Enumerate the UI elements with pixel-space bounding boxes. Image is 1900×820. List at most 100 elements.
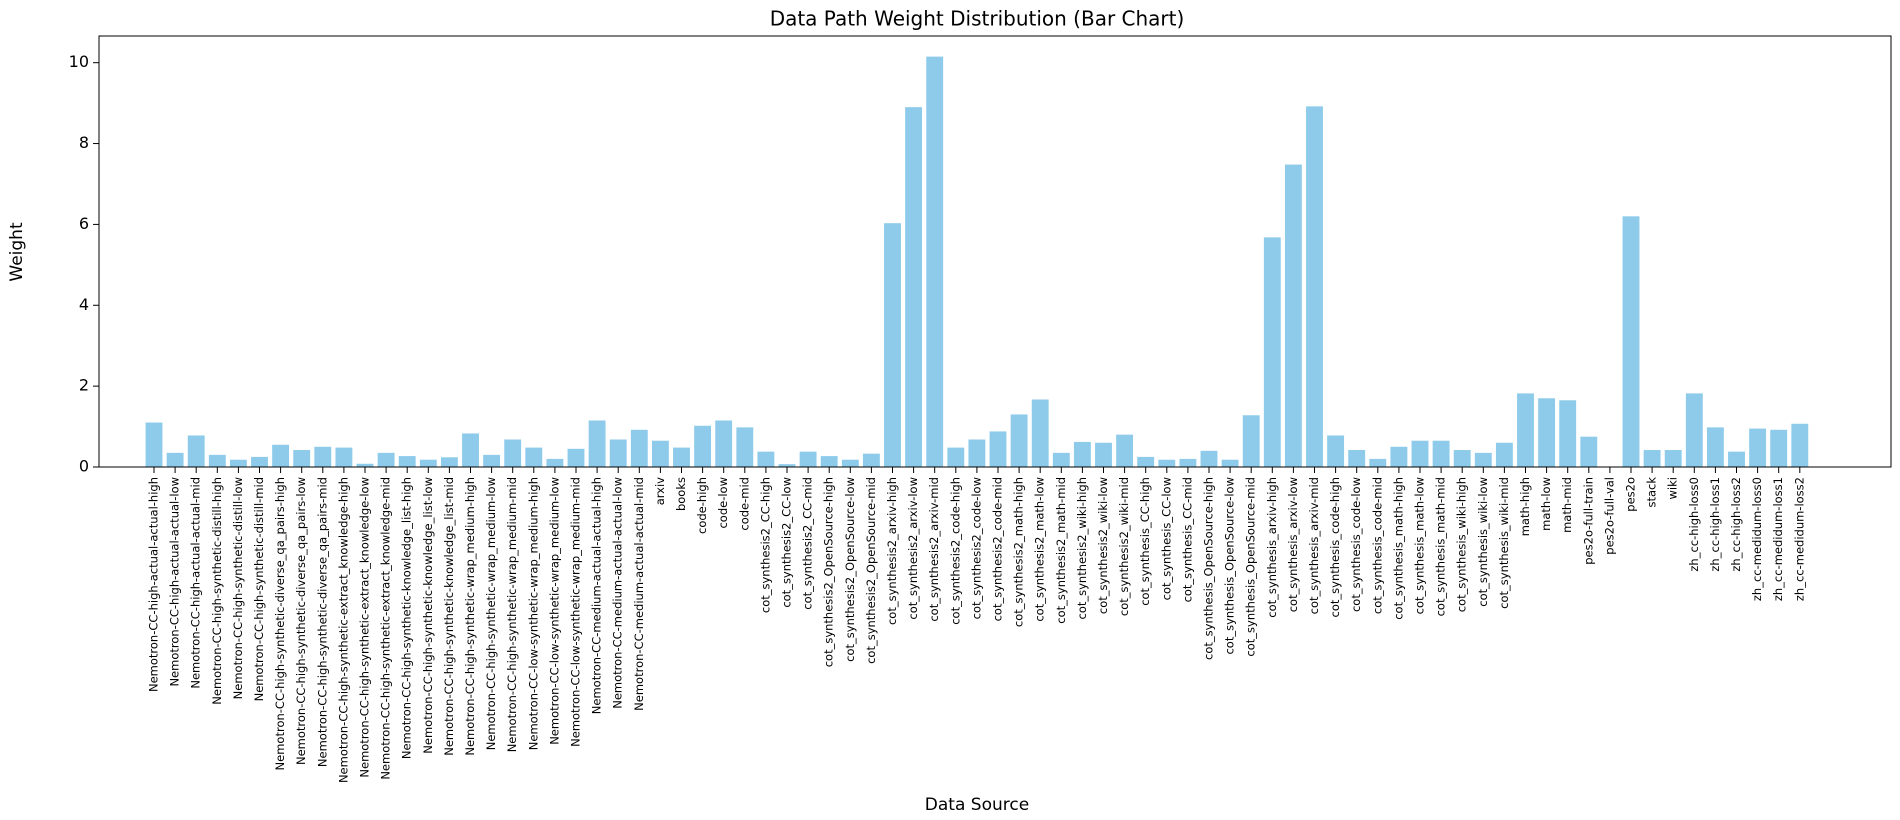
- bar: [1179, 458, 1197, 467]
- x-tick-label: cot_synthesis2_OpenSource-high: [822, 477, 836, 667]
- x-tick-label: math-low: [1539, 477, 1553, 531]
- x-tick-label: cot_synthesis_code-mid: [1370, 477, 1384, 614]
- x-tick-label: Nemotron-CC-low-synthetic-wrap_medium-lo…: [547, 477, 561, 745]
- x-tick-label: Nemotron-CC-high-actual-actual-high: [147, 477, 161, 692]
- x-tick-label: cot_synthesis_CC-high: [1138, 477, 1152, 606]
- x-tick-label: pes2o-full-train: [1581, 477, 1595, 565]
- x-tick-label: Nemotron-CC-medium-actual-actual-high: [590, 477, 604, 714]
- bar: [862, 453, 880, 467]
- bar: [1158, 459, 1176, 467]
- x-tick-label: Nemotron-CC-high-synthetic-diverse_qa_pa…: [315, 477, 329, 767]
- bar: [314, 446, 332, 467]
- bar: [1390, 446, 1408, 467]
- bar: [419, 459, 437, 467]
- x-tick-label: cot_synthesis2_arxiv-mid: [927, 477, 941, 622]
- bar: [272, 444, 290, 467]
- bar: [440, 457, 458, 467]
- y-tick-label: 4: [79, 295, 89, 314]
- bar: [1474, 452, 1492, 467]
- chart-title: Data Path Weight Distribution (Bar Chart…: [770, 7, 1185, 31]
- bar: [1495, 442, 1513, 467]
- bar: [799, 451, 817, 467]
- x-tick-label: Nemotron-CC-high-synthetic-knowledge_lis…: [421, 477, 435, 754]
- x-tick-label: cot_synthesis2_math-high: [1012, 477, 1026, 627]
- y-tick-label: 0: [79, 457, 89, 476]
- bar: [630, 429, 648, 467]
- bar: [398, 456, 416, 467]
- x-tick-label: stack: [1645, 477, 1659, 508]
- x-tick-label: cot_synthesis_OpenSource-low: [1223, 477, 1237, 655]
- x-tick-label: cot_synthesis2_OpenSource-low: [843, 477, 857, 662]
- x-axis-label: Data Source: [925, 795, 1029, 815]
- bar: [1728, 451, 1745, 467]
- bar: [905, 107, 923, 467]
- x-tick-label: cot_synthesis_math-low: [1413, 477, 1427, 614]
- bar: [757, 451, 775, 467]
- bar: [1200, 450, 1218, 467]
- bar: [1242, 415, 1260, 467]
- bar: [1538, 398, 1556, 467]
- x-tick-label: cot_synthesis_OpenSource-mid: [1244, 477, 1258, 657]
- x-tick-label: code-high: [695, 477, 709, 534]
- bar: [1664, 450, 1682, 467]
- bar: [841, 459, 859, 467]
- bar: [1453, 450, 1471, 467]
- bar: [1706, 427, 1724, 467]
- x-tick-label: cot_synthesis_arxiv-low: [1286, 477, 1300, 612]
- x-tick-label: cot_synthesis_wiki-high: [1455, 477, 1469, 612]
- bar: [694, 425, 712, 467]
- bar: [1770, 429, 1788, 467]
- x-tick-label: cot_synthesis_code-low: [1349, 477, 1363, 612]
- bar: [1348, 450, 1366, 467]
- bar: [1622, 216, 1640, 467]
- bar: [356, 463, 374, 467]
- bar: [1116, 434, 1134, 467]
- bar: [1685, 393, 1703, 467]
- y-tick-label: 2: [79, 376, 89, 395]
- x-tick-label: Nemotron-CC-high-actual-actual-low: [168, 477, 182, 687]
- x-tick-label: Nemotron-CC-high-synthetic-knowledge_lis…: [400, 477, 414, 759]
- y-tick-label: 6: [79, 214, 89, 233]
- x-tick-label: cot_synthesis2_arxiv-high: [885, 477, 899, 625]
- bar: [187, 435, 205, 467]
- x-tick-label: Nemotron-CC-high-synthetic-wrap_medium-h…: [463, 477, 477, 756]
- x-tick-label: cot_synthesis2_code-mid: [991, 477, 1005, 621]
- bar: [377, 452, 395, 467]
- x-tick-label: Nemotron-CC-high-synthetic-distill-high: [210, 477, 224, 705]
- bar: [1559, 400, 1577, 467]
- x-tick-label: cot_synthesis2_math-mid: [1054, 477, 1068, 624]
- x-tick-label: Nemotron-CC-high-synthetic-extract_knowl…: [358, 477, 372, 778]
- x-tick-label: zh_cc-medidum-loss2: [1792, 477, 1806, 601]
- bar: [1263, 237, 1281, 467]
- x-tick-label: math-mid: [1560, 477, 1574, 533]
- bar: [609, 439, 627, 467]
- bar: [736, 427, 754, 467]
- bar: [483, 454, 501, 467]
- x-tick-label: Nemotron-CC-high-synthetic-distill-low: [231, 477, 245, 699]
- bar: [335, 447, 353, 467]
- bar: [1284, 164, 1302, 467]
- x-tick-label: Nemotron-CC-medium-actual-actual-low: [611, 477, 625, 709]
- bar: [462, 433, 479, 467]
- x-tick-label: zh_cc-medidum-loss0: [1750, 477, 1764, 601]
- bar: [1411, 440, 1429, 467]
- bar: [1031, 399, 1049, 467]
- bar: [525, 447, 543, 467]
- x-tick-label: Nemotron-CC-high-synthetic-diverse_qa_pa…: [294, 477, 308, 765]
- y-tick-label: 8: [79, 133, 89, 152]
- x-tick-label: Nemotron-CC-high-synthetic-distill-mid: [252, 477, 266, 701]
- bar: [1095, 442, 1112, 467]
- x-tick-label: Nemotron-CC-medium-actual-actual-mid: [632, 477, 646, 711]
- y-tick-label: 10: [69, 52, 89, 71]
- x-tick-label: cot_synthesis_arxiv-mid: [1307, 477, 1321, 614]
- x-tick-label: cot_synthesis2_math-low: [1033, 477, 1047, 622]
- x-tick-label: Nemotron-CC-high-synthetic-wrap_medium-m…: [505, 477, 519, 752]
- bar: [293, 450, 311, 467]
- bar: [1137, 456, 1155, 467]
- x-tick-label: cot_synthesis2_OpenSource-mid: [864, 477, 878, 664]
- x-tick-label: cot_synthesis_arxiv-high: [1265, 477, 1279, 618]
- bar: [1221, 459, 1239, 467]
- x-tick-label: zh_cc-high-loss1: [1708, 477, 1722, 572]
- x-tick-label: cot_synthesis2_wiki-low: [1096, 477, 1110, 614]
